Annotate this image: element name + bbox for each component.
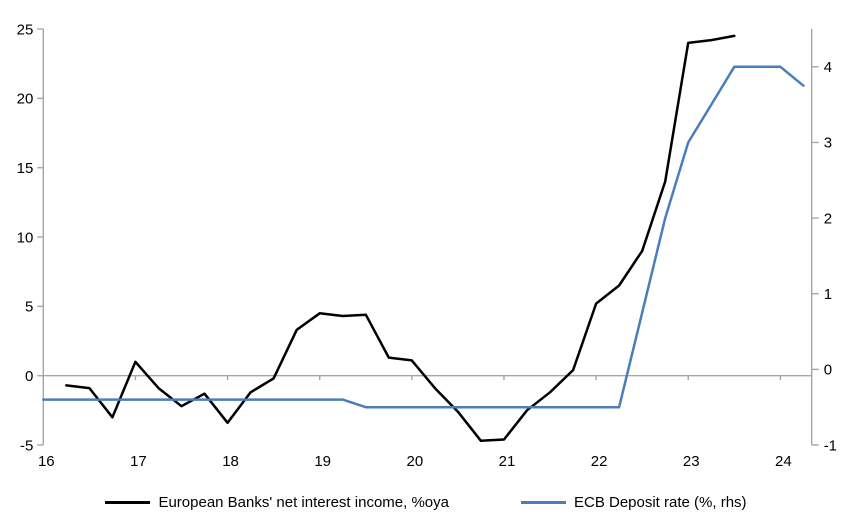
- y-axis-right-tick-label: 3: [824, 135, 832, 152]
- y-axis-left-tick-label: -5: [20, 437, 33, 454]
- y-axis-left-tick-label: 5: [25, 299, 33, 316]
- y-axis-left-tick-label: 25: [17, 21, 34, 38]
- x-axis-tick-label: 18: [222, 453, 239, 470]
- legend-item-net-interest-income: European Banks' net interest income, %oy…: [105, 494, 449, 511]
- legend: European Banks' net interest income, %oy…: [0, 494, 852, 511]
- y-axis-left-tick-label: 15: [17, 160, 34, 177]
- x-axis-tick-label: 16: [38, 453, 55, 470]
- x-axis: 16 17 18 19 20 21 22 23 24: [38, 374, 812, 470]
- legend-label-net-interest-income: European Banks' net interest income, %oy…: [158, 494, 449, 511]
- x-axis-tick-label: 21: [499, 453, 516, 470]
- legend-swatch-blue-line-icon: [520, 501, 566, 504]
- y-axis-right-tick-label: 2: [824, 210, 832, 227]
- x-axis-tick-label: 24: [775, 453, 792, 470]
- y-axis-left-tick-label: 0: [25, 368, 33, 385]
- x-axis-tick-label: 19: [314, 453, 331, 470]
- x-axis-tick-label: 17: [130, 453, 147, 470]
- y-axis-right-tick-label: -1: [824, 437, 837, 454]
- y-axis-left-tick-label: 10: [17, 229, 34, 246]
- x-axis-tick-label: 23: [683, 453, 700, 470]
- y-axis-right: -1 0 1 2 3 4: [811, 29, 837, 454]
- y-axis-right-tick-label: 1: [824, 286, 832, 303]
- legend-swatch-black-line-icon: [105, 501, 151, 504]
- x-axis-tick-label: 22: [591, 453, 608, 470]
- x-axis-tick-label: 20: [406, 453, 423, 470]
- y-axis-right-tick-label: 4: [824, 59, 832, 76]
- y-axis-left-tick-label: 20: [17, 91, 34, 108]
- series-line-ecb-deposit-rate: [42, 65, 805, 409]
- series-line-net-interest-income: [65, 34, 736, 443]
- y-axis-left: -5 0 5 10 15 20 25: [17, 21, 44, 454]
- legend-label-ecb-deposit-rate: ECB Deposit rate (%, rhs): [573, 494, 747, 511]
- legend-item-ecb-deposit-rate: ECB Deposit rate (%, rhs): [520, 494, 747, 511]
- y-axis-right-tick-label: 0: [824, 362, 832, 379]
